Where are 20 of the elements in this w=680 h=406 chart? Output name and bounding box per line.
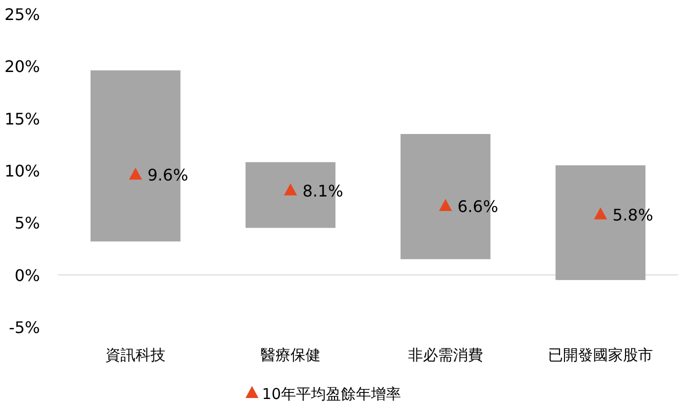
y-tick-label: 5% xyxy=(14,214,40,233)
x-tick-label: 資訊科技 xyxy=(106,346,166,364)
x-tick-label: 非必需消費 xyxy=(408,346,483,364)
y-tick-label: 20% xyxy=(4,57,40,76)
y-tick-label: -5% xyxy=(8,318,40,337)
legend-label: 10年平均盈餘年增率 xyxy=(262,385,402,403)
y-tick-label: 15% xyxy=(4,109,40,128)
y-tick-label: 10% xyxy=(4,162,40,180)
point xyxy=(594,207,607,220)
point xyxy=(439,198,452,211)
data-label: 9.6% xyxy=(148,166,188,185)
y-tick-label: 0% xyxy=(14,266,40,285)
point xyxy=(284,183,297,196)
data-label: 8.1% xyxy=(302,181,344,200)
x-tick-label: 醫療保健 xyxy=(260,346,320,364)
point xyxy=(129,168,142,180)
data-label: 6.6% xyxy=(458,196,498,216)
data-label: 5.8% xyxy=(612,205,654,224)
y-tick-label: 25% xyxy=(4,5,40,24)
x-tick-label: 已開發國家股市 xyxy=(548,346,653,364)
